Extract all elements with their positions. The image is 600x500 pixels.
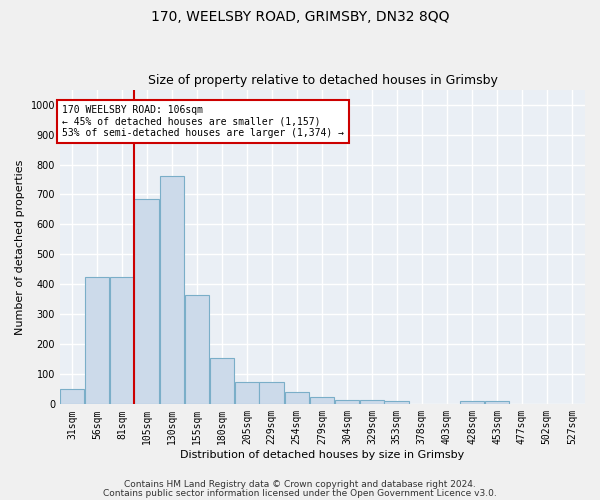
Text: 170 WEELSBY ROAD: 106sqm
← 45% of detached houses are smaller (1,157)
53% of sem: 170 WEELSBY ROAD: 106sqm ← 45% of detach…: [62, 104, 344, 138]
Bar: [284, 392, 309, 404]
Bar: [485, 402, 509, 404]
Y-axis label: Number of detached properties: Number of detached properties: [15, 160, 25, 334]
Bar: [460, 402, 484, 404]
Bar: [259, 382, 284, 404]
Bar: [235, 382, 259, 404]
Bar: [85, 277, 109, 404]
Text: Contains public sector information licensed under the Open Government Licence v3: Contains public sector information licen…: [103, 488, 497, 498]
Bar: [134, 199, 158, 404]
Bar: [185, 295, 209, 405]
Bar: [160, 176, 184, 404]
Bar: [60, 390, 84, 404]
X-axis label: Distribution of detached houses by size in Grimsby: Distribution of detached houses by size …: [181, 450, 464, 460]
Bar: [360, 400, 385, 404]
Bar: [335, 400, 359, 404]
Bar: [310, 397, 334, 404]
Text: 170, WEELSBY ROAD, GRIMSBY, DN32 8QQ: 170, WEELSBY ROAD, GRIMSBY, DN32 8QQ: [151, 10, 449, 24]
Bar: [110, 277, 134, 404]
Title: Size of property relative to detached houses in Grimsby: Size of property relative to detached ho…: [148, 74, 497, 87]
Text: Contains HM Land Registry data © Crown copyright and database right 2024.: Contains HM Land Registry data © Crown c…: [124, 480, 476, 489]
Bar: [210, 358, 234, 405]
Bar: [385, 402, 409, 404]
